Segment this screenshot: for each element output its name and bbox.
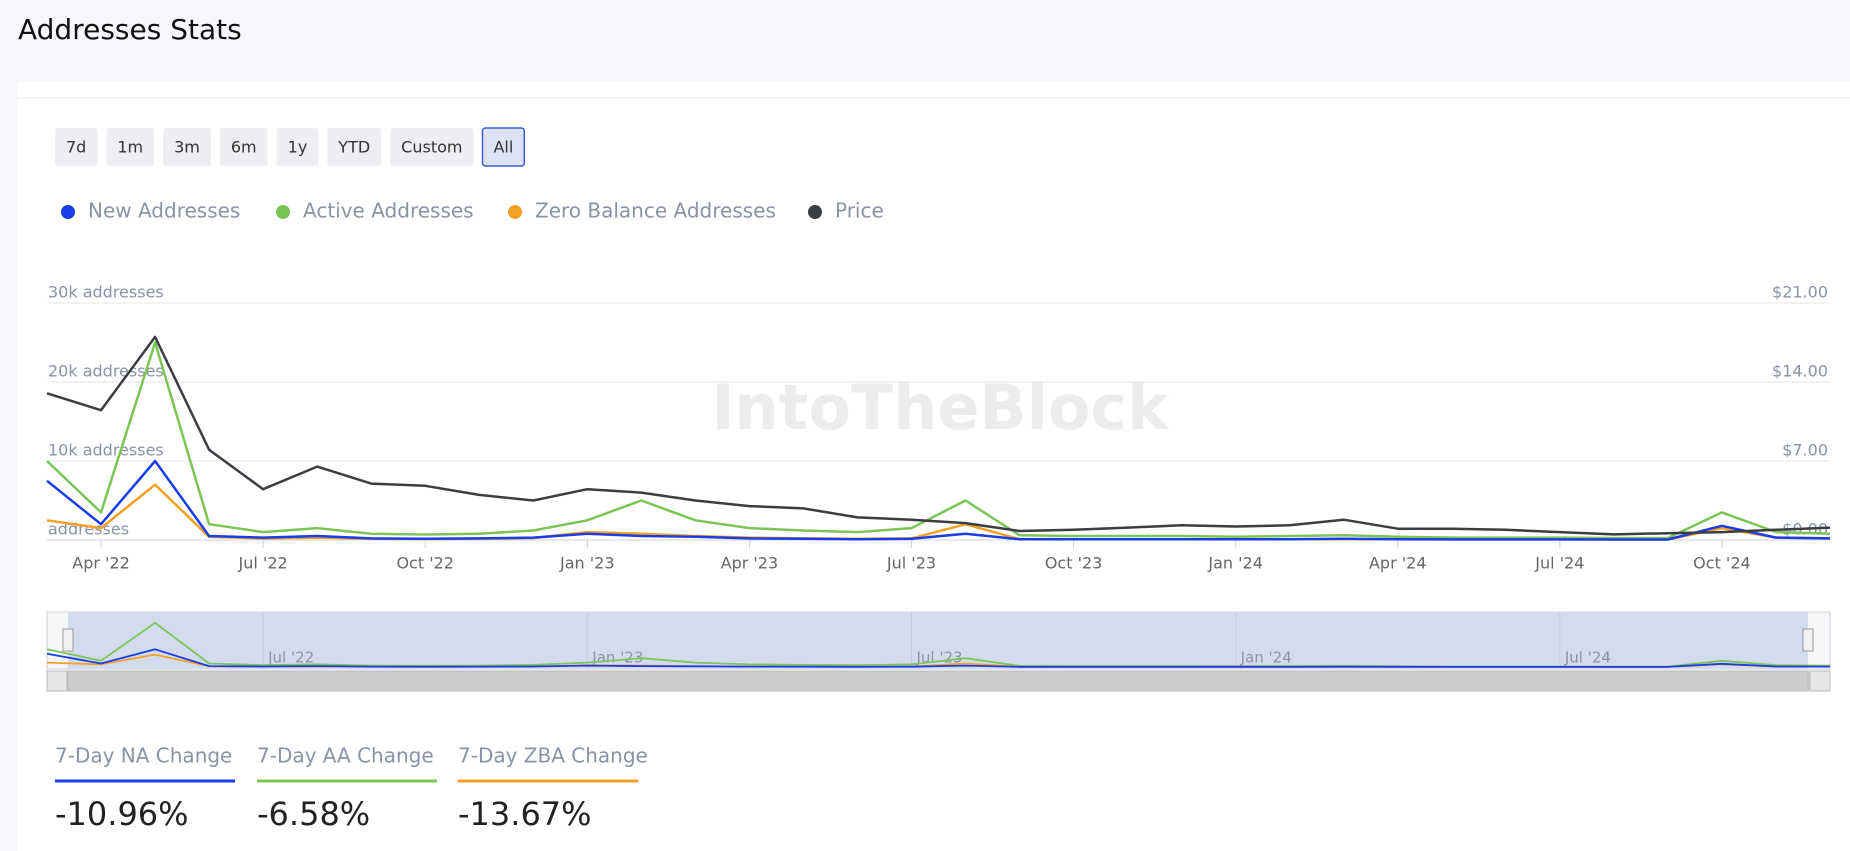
range-button-label[interactable]: 1y xyxy=(288,138,308,157)
navigator-window[interactable] xyxy=(68,612,1808,669)
navigator-label: Jul '22 xyxy=(267,649,314,667)
page-title: Addresses Stats xyxy=(18,13,242,46)
x-tick-label: Apr '24 xyxy=(1369,554,1427,573)
x-tick-label: Jan '24 xyxy=(1207,554,1263,573)
legend-marker[interactable] xyxy=(276,205,290,219)
x-tick-label: Oct '24 xyxy=(1693,554,1751,573)
range-button[interactable] xyxy=(390,128,474,166)
range-button-label[interactable]: All xyxy=(493,138,513,157)
navigator-label: Jan '24 xyxy=(1240,649,1292,667)
navigator-label: Jul '24 xyxy=(1564,649,1611,667)
navigator-handle[interactable] xyxy=(62,628,74,652)
stat-value: -13.67% xyxy=(458,795,592,833)
stat-label: 7-Day AA Change xyxy=(257,744,434,768)
range-button-label[interactable]: YTD xyxy=(337,138,370,157)
stat-value: -10.96% xyxy=(55,795,189,833)
legend-marker[interactable] xyxy=(508,205,522,219)
navigator-line xyxy=(46,648,1831,668)
x-tick-label: Oct '23 xyxy=(1045,554,1103,573)
series-line xyxy=(46,459,1831,541)
range-button-label[interactable]: 1m xyxy=(117,138,143,157)
x-tick-label: Jul '22 xyxy=(238,554,288,573)
scroll-left[interactable] xyxy=(46,670,68,692)
y2-tick-label: $7.00 xyxy=(1782,441,1828,460)
range-button[interactable] xyxy=(327,128,382,166)
range-button[interactable] xyxy=(219,128,268,166)
legend-marker[interactable] xyxy=(808,205,822,219)
x-tick-label: Jul '24 xyxy=(1534,554,1584,573)
y-tick-label: 10k addresses xyxy=(48,441,164,460)
x-tick-label: Oct '22 xyxy=(396,554,454,573)
legend-label[interactable]: New Addresses xyxy=(88,199,240,223)
range-button-label[interactable]: 3m xyxy=(174,138,200,157)
series-line xyxy=(46,335,1831,536)
range-button[interactable] xyxy=(481,127,526,167)
x-tick-label: Jan '23 xyxy=(559,554,615,573)
range-button-label[interactable]: 7d xyxy=(66,138,86,157)
range-button[interactable] xyxy=(276,128,319,166)
stat-label: 7-Day NA Change xyxy=(55,744,232,768)
range-button[interactable] xyxy=(55,128,98,166)
range-button-label[interactable]: Custom xyxy=(401,138,462,157)
scroll-right[interactable] xyxy=(1809,670,1831,692)
navigator-handle[interactable] xyxy=(1802,628,1814,652)
legend-label[interactable]: Zero Balance Addresses xyxy=(535,199,776,223)
x-tick-label: Apr '23 xyxy=(721,554,779,573)
y2-tick-label: $21.00 xyxy=(1772,283,1828,302)
legend-label[interactable]: Active Addresses xyxy=(303,199,474,223)
range-button[interactable] xyxy=(106,128,155,166)
watermark: IntoTheBlock xyxy=(711,371,1170,444)
range-button[interactable] xyxy=(163,128,211,166)
legend-label[interactable]: Price xyxy=(835,199,884,223)
x-tick-label: Jul '23 xyxy=(886,554,936,573)
stat-label: 7-Day ZBA Change xyxy=(458,744,648,768)
legend-marker[interactable] xyxy=(61,205,75,219)
scrollbar-thumb[interactable] xyxy=(67,670,1809,692)
stat-value: -6.58% xyxy=(257,795,370,833)
y-tick-label: 30k addresses xyxy=(48,283,164,302)
card xyxy=(17,82,1850,851)
x-tick-label: Apr '22 xyxy=(72,554,130,573)
range-button-label[interactable]: 6m xyxy=(231,138,257,157)
y2-tick-label: $14.00 xyxy=(1772,362,1828,381)
navigator-label: Jan '23 xyxy=(591,649,643,667)
series-line xyxy=(46,341,1831,540)
